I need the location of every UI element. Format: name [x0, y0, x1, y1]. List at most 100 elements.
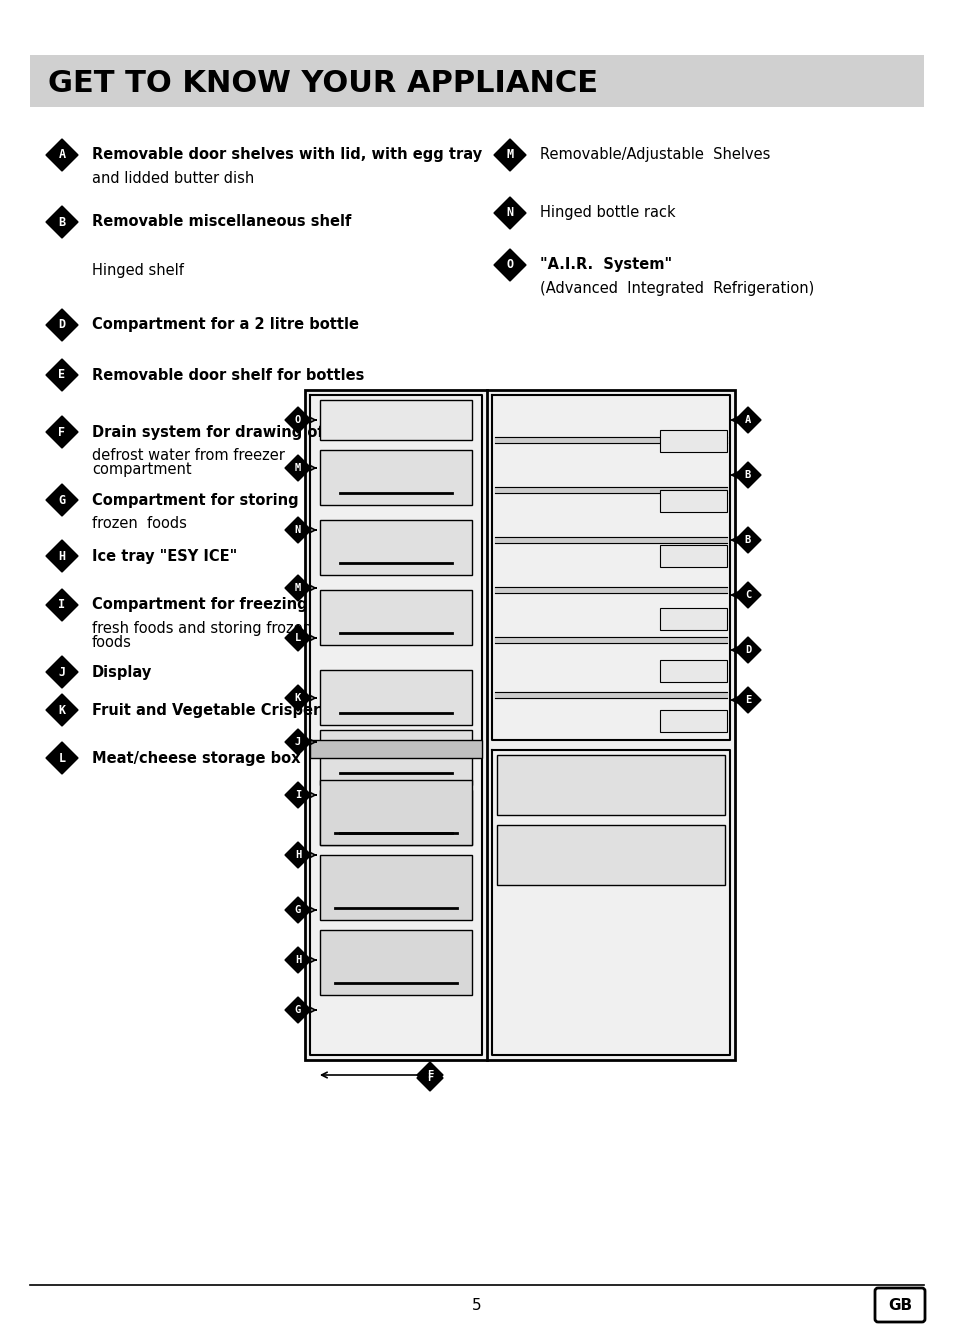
- Text: K: K: [58, 703, 66, 716]
- Polygon shape: [285, 947, 311, 973]
- Text: Removable miscellaneous shelf: Removable miscellaneous shelf: [91, 214, 351, 229]
- Polygon shape: [46, 309, 78, 341]
- Text: H: H: [294, 955, 301, 965]
- Text: H: H: [294, 850, 301, 860]
- Text: N: N: [506, 206, 513, 220]
- Bar: [319, 856, 472, 920]
- Polygon shape: [285, 728, 311, 755]
- Text: Ice tray "ESY ICE": Ice tray "ESY ICE": [91, 549, 237, 564]
- Bar: [659, 608, 726, 631]
- Text: Drain system for drawing off: Drain system for drawing off: [91, 424, 330, 439]
- Text: (Advanced  Integrated  Refrigeration): (Advanced Integrated Refrigeration): [539, 281, 814, 296]
- Text: Removable door shelf for bottles: Removable door shelf for bottles: [91, 367, 364, 383]
- Text: J: J: [294, 736, 301, 747]
- Text: O: O: [294, 415, 301, 424]
- Text: B: B: [744, 470, 750, 479]
- Bar: [319, 670, 472, 724]
- Bar: [319, 590, 472, 645]
- Polygon shape: [416, 1062, 442, 1089]
- Polygon shape: [734, 637, 760, 663]
- Polygon shape: [494, 197, 525, 229]
- Polygon shape: [46, 139, 78, 171]
- Text: G: G: [58, 494, 66, 506]
- Text: Display: Display: [91, 664, 152, 679]
- Text: Hinged shelf: Hinged shelf: [91, 262, 184, 277]
- FancyBboxPatch shape: [30, 55, 923, 107]
- Text: E: E: [744, 695, 750, 706]
- Polygon shape: [46, 416, 78, 449]
- Polygon shape: [46, 742, 78, 774]
- Bar: [319, 450, 472, 505]
- Bar: [319, 730, 472, 785]
- Polygon shape: [285, 407, 311, 432]
- Polygon shape: [46, 589, 78, 621]
- Polygon shape: [285, 897, 311, 923]
- Polygon shape: [734, 528, 760, 553]
- Text: I: I: [58, 599, 66, 612]
- Text: B: B: [58, 216, 66, 229]
- Text: frozen  foods: frozen foods: [91, 516, 187, 532]
- Text: Compartment for freezing: Compartment for freezing: [91, 597, 307, 612]
- Polygon shape: [416, 1065, 442, 1091]
- Bar: [659, 430, 726, 453]
- Polygon shape: [494, 249, 525, 281]
- Bar: [659, 490, 726, 511]
- Text: compartment: compartment: [91, 462, 192, 477]
- FancyBboxPatch shape: [874, 1288, 924, 1322]
- Bar: [319, 520, 472, 574]
- Text: F: F: [58, 426, 66, 438]
- Bar: [659, 545, 726, 566]
- Text: Compartment for a 2 litre bottle: Compartment for a 2 litre bottle: [91, 317, 358, 332]
- Bar: [319, 931, 472, 995]
- Polygon shape: [285, 998, 311, 1023]
- Text: fresh foods and storing frozen: fresh foods and storing frozen: [91, 621, 312, 636]
- Text: B: B: [744, 536, 750, 545]
- Text: GET TO KNOW YOUR APPLIANCE: GET TO KNOW YOUR APPLIANCE: [48, 70, 598, 99]
- Text: D: D: [58, 319, 66, 332]
- Text: Hinged bottle rack: Hinged bottle rack: [539, 205, 675, 221]
- Text: "A.I.R.  System": "A.I.R. System": [539, 257, 672, 273]
- Polygon shape: [46, 359, 78, 391]
- Bar: [305, 390, 734, 1060]
- Bar: [319, 790, 472, 845]
- Text: and lidded butter dish: and lidded butter dish: [91, 171, 254, 186]
- Text: L: L: [294, 633, 301, 643]
- Text: L: L: [58, 751, 66, 765]
- Bar: [319, 781, 472, 845]
- Polygon shape: [494, 139, 525, 171]
- Bar: [659, 710, 726, 732]
- Polygon shape: [46, 206, 78, 238]
- Polygon shape: [285, 625, 311, 651]
- Bar: [497, 825, 724, 885]
- Polygon shape: [46, 656, 78, 688]
- Text: Removable/Adjustable  Shelves: Removable/Adjustable Shelves: [539, 147, 770, 162]
- Text: I: I: [294, 790, 301, 799]
- Text: E: E: [58, 368, 66, 382]
- Text: M: M: [294, 582, 301, 593]
- Text: G: G: [294, 905, 301, 915]
- Text: GB: GB: [887, 1297, 911, 1312]
- Text: F: F: [426, 1073, 433, 1083]
- Text: Meat/cheese storage box: Meat/cheese storage box: [91, 750, 300, 766]
- Polygon shape: [285, 686, 311, 711]
- Text: D: D: [744, 645, 750, 655]
- Bar: [310, 740, 481, 758]
- Polygon shape: [285, 782, 311, 807]
- Text: Fruit and Vegetable Crispers: Fruit and Vegetable Crispers: [91, 703, 329, 718]
- Text: Compartment for storing: Compartment for storing: [91, 493, 298, 507]
- Text: F: F: [426, 1070, 433, 1081]
- Polygon shape: [734, 407, 760, 432]
- Text: A: A: [744, 415, 750, 424]
- Bar: [319, 400, 472, 441]
- Polygon shape: [46, 483, 78, 516]
- Polygon shape: [285, 842, 311, 868]
- Polygon shape: [285, 517, 311, 544]
- Polygon shape: [46, 694, 78, 726]
- Polygon shape: [285, 455, 311, 481]
- Polygon shape: [734, 687, 760, 712]
- Text: H: H: [58, 549, 66, 562]
- Text: M: M: [294, 463, 301, 473]
- Text: J: J: [58, 665, 66, 679]
- Text: M: M: [506, 149, 513, 162]
- Bar: [659, 660, 726, 682]
